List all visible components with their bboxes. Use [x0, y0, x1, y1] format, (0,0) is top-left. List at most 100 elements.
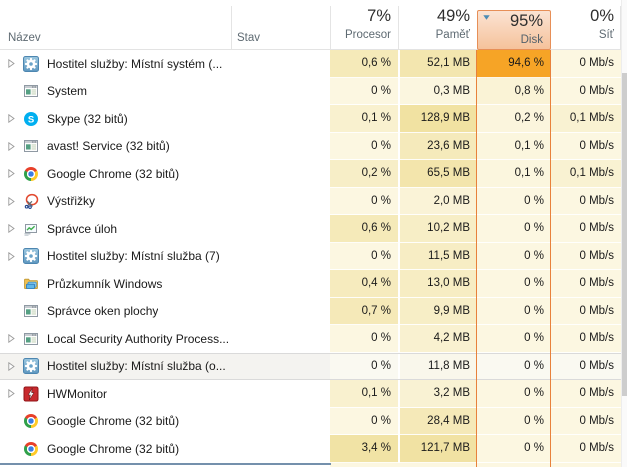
memory-column-label: Paměť: [435, 29, 470, 41]
window-bottom-edge: [0, 463, 331, 465]
cpu-usage-cell: 0,6 %: [330, 215, 398, 243]
process-row[interactable]: Hostitel služby: Místní služba (o... 0 %…: [0, 352, 621, 380]
expand-chevron-icon[interactable]: [8, 389, 16, 399]
expand-chevron-icon[interactable]: [8, 334, 16, 344]
process-name-cell[interactable]: Výstřižky: [0, 188, 330, 216]
network-usage-cell: 0 Mb/s: [551, 270, 621, 298]
network-usage-cell: 0 Mb/s: [551, 325, 621, 353]
process-name-cell[interactable]: Hostitel služby: Místní služba (o...: [0, 352, 330, 380]
disk-usage-cell: 0 %: [477, 435, 551, 463]
disk-column-label: Disk: [520, 34, 543, 46]
process-row[interactable]: Hostitel služby: Místní služba (7) 0 % 1…: [0, 242, 621, 271]
network-usage-cell: 0 Mb/s: [551, 215, 621, 243]
disk-usage-cell: 0 %: [477, 187, 551, 215]
cpu-usage-cell: 0,6 %: [330, 50, 398, 78]
process-name-cell[interactable]: Hostitel služby: Místní služba (7): [0, 243, 330, 271]
expand-chevron-icon[interactable]: [8, 169, 16, 179]
process-name-label: Hostitel služby: Místní služba (7): [47, 249, 220, 264]
cpu-column-label: Procesor: [344, 29, 391, 41]
process-name-cell[interactable]: HWMonitor: [0, 380, 330, 408]
disk-usage-cell: 0 %: [477, 297, 551, 325]
expand-chevron-icon[interactable]: [8, 141, 16, 151]
process-row[interactable]: Google Chrome (32 bitů) 0 % 28,4 MB 0 % …: [0, 407, 621, 436]
process-name-label: Výstřižky: [47, 194, 95, 209]
process-name-cell[interactable]: Průzkumník Windows: [0, 270, 330, 298]
disk-usage-cell: 0,1 %: [477, 132, 551, 160]
memory-usage-cell: 121,7 MB: [398, 435, 477, 463]
network-usage-cell: 0 Mb/s: [551, 77, 621, 105]
memory-usage-cell: 11,8 MB: [398, 352, 477, 380]
expand-chevron-icon[interactable]: [8, 196, 16, 206]
header-divider: [398, 6, 399, 49]
column-header-cpu[interactable]: 7% Procesor: [330, 0, 398, 50]
memory-usage-cell: 128,9 MB: [398, 105, 477, 133]
process-name-label: avast! Service (32 bitů): [47, 139, 170, 154]
disk-column-right-border: [550, 50, 551, 467]
partial-cell: [551, 462, 621, 467]
process-name-cell[interactable]: S Skype (32 bitů): [0, 105, 330, 133]
column-header-network[interactable]: 0% Síť: [551, 0, 621, 50]
memory-usage-cell: 11,5 MB: [398, 242, 477, 270]
chrome-icon: [23, 413, 39, 429]
process-row[interactable]: avast! Service (32 bitů) 0 % 23,6 MB 0,1…: [0, 132, 621, 161]
process-row[interactable]: System 0 % 0,3 MB 0,8 % 0 Mb/s: [0, 77, 621, 106]
snipping-icon: [23, 193, 39, 210]
expand-chevron-icon[interactable]: [8, 59, 16, 69]
network-usage-cell: 0 Mb/s: [551, 407, 621, 435]
disk-usage-cell: 94,6 %: [477, 50, 551, 78]
network-usage-cell: 0,1 Mb/s: [551, 160, 621, 188]
expand-chevron-icon[interactable]: [8, 361, 16, 371]
process-name-cell[interactable]: avast! Service (32 bitů): [0, 133, 330, 161]
expand-chevron-icon[interactable]: [8, 224, 16, 234]
cpu-usage-cell: 0 %: [330, 242, 398, 270]
memory-usage-cell: 3,2 MB: [398, 380, 477, 408]
memory-total-percent: 49%: [436, 7, 470, 25]
process-row[interactable]: Správce úloh 0,6 % 10,2 MB 0 % 0 Mb/s: [0, 215, 621, 243]
process-name-label: Hostitel služby: Místní systém (...: [47, 56, 223, 71]
expand-chevron-icon[interactable]: [8, 251, 16, 261]
process-name-cell[interactable]: System: [0, 78, 330, 106]
process-name-cell[interactable]: Local Security Authority Process...: [0, 325, 330, 353]
disk-usage-cell: 0 %: [477, 325, 551, 353]
process-name-label: Skype (32 bitů): [47, 111, 128, 126]
column-header-disk-sorted[interactable]: 95% Disk: [477, 10, 551, 50]
services-gear-icon: [23, 358, 39, 375]
cpu-usage-cell: 0,7 %: [330, 297, 398, 325]
memory-usage-cell: 28,4 MB: [398, 407, 477, 435]
services-gear-icon: [23, 55, 39, 72]
network-usage-cell: 0 Mb/s: [551, 297, 621, 325]
network-usage-cell: 0 Mb/s: [551, 435, 621, 463]
process-row[interactable]: S Skype (32 bitů) 0,1 % 128,9 MB 0,2 % 0…: [0, 105, 621, 133]
process-row[interactable]: Správce oken plochy 0,7 % 9,9 MB 0 % 0 M…: [0, 297, 621, 326]
process-name-label: Google Chrome (32 bitů): [47, 414, 180, 429]
memory-usage-cell: 23,6 MB: [398, 132, 477, 160]
expand-chevron-icon[interactable]: [8, 114, 16, 124]
process-name-cell[interactable]: Google Chrome (32 bitů): [0, 408, 330, 436]
process-row[interactable]: Google Chrome (32 bitů) 0,2 % 65,5 MB 0,…: [0, 160, 621, 188]
chrome-icon: [23, 441, 39, 457]
app-window-icon: [23, 303, 39, 319]
process-name-cell[interactable]: Google Chrome (32 bitů): [0, 435, 330, 463]
cpu-usage-cell: 0,1 %: [330, 105, 398, 133]
column-header-name-label: Název: [8, 32, 41, 44]
process-row[interactable]: Průzkumník Windows 0,4 % 13,0 MB 0 % 0 M…: [0, 270, 621, 298]
cpu-usage-cell: 0 %: [330, 77, 398, 105]
process-row[interactable]: Local Security Authority Process... 0 % …: [0, 325, 621, 353]
process-name-cell[interactable]: Správce úloh: [0, 215, 330, 243]
process-name-cell[interactable]: Správce oken plochy: [0, 298, 330, 326]
process-row[interactable]: Hostitel služby: Místní systém (... 0,6 …: [0, 50, 621, 78]
memory-usage-cell: 10,2 MB: [398, 215, 477, 243]
process-name-cell[interactable]: Google Chrome (32 bitů): [0, 160, 330, 188]
disk-usage-cell: 0 %: [477, 352, 551, 380]
column-header-memory[interactable]: 49% Paměť: [398, 0, 477, 50]
network-usage-cell: 0 Mb/s: [551, 132, 621, 160]
partial-cell: [477, 462, 551, 467]
partial-cell: [330, 462, 398, 467]
process-row[interactable]: Google Chrome (32 bitů) 3,4 % 121,7 MB 0…: [0, 435, 621, 463]
process-name-cell[interactable]: Hostitel služby: Místní systém (...: [0, 50, 330, 78]
app-window-icon: [23, 83, 39, 99]
process-row[interactable]: HWMonitor 0,1 % 3,2 MB 0 % 0 Mb/s: [0, 380, 621, 408]
scrollbar-thumb[interactable]: [622, 73, 627, 396]
process-row[interactable]: Výstřižky 0 % 2,0 MB 0 % 0 Mb/s: [0, 187, 621, 216]
cpu-usage-cell: 0,1 %: [330, 380, 398, 408]
